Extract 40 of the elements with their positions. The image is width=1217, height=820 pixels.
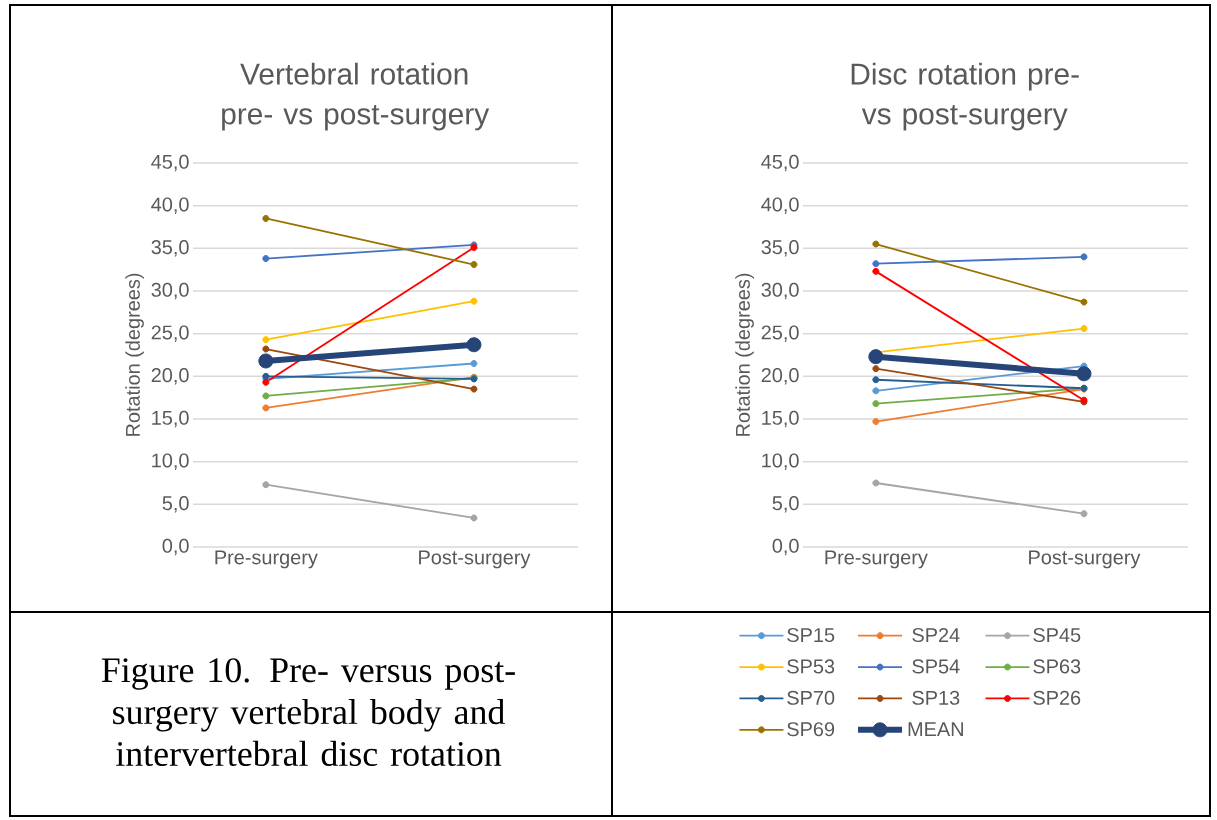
legend-label: SP63: [1033, 659, 1081, 674]
legend-label: SP24: [912, 627, 960, 643]
legend-label: SP53: [787, 659, 835, 674]
legend-label: MEAN: [908, 722, 963, 736]
y-tick-label: 40,0: [151, 197, 189, 214]
y-tick-label: 35,0: [761, 240, 799, 257]
y-tick-label: 0,0: [162, 538, 189, 556]
legend-label: SP26: [1033, 690, 1081, 705]
y-tick-label: 0,0: [772, 538, 799, 556]
y-tick-label: 15,0: [152, 410, 189, 428]
y-tick-label: 20,0: [151, 368, 189, 385]
y-tick-label: 5,0: [162, 496, 189, 513]
y-tick-label: 30,0: [151, 282, 189, 300]
y-tick-label: 15,0: [762, 410, 799, 428]
x-tick-label: Pre-surgery: [825, 550, 928, 569]
x-tick-label: Post-surgery: [1029, 550, 1141, 569]
y-tick-label: 10,0: [152, 453, 189, 470]
y-tick-label: 20,0: [761, 368, 799, 385]
y-tick-label: 25,0: [761, 325, 799, 342]
y-tick-label: 45,0: [761, 154, 799, 172]
y-axis-title: Rotation (degrees): [125, 273, 144, 436]
x-tick-label: Post-surgery: [419, 550, 531, 569]
legend-label: SP54: [912, 659, 960, 674]
chart-title: Vertebral rotation pre- vs post-surgery: [222, 62, 490, 131]
chart-title: Disc rotation pre- vs post-surgery: [851, 62, 1079, 131]
x-tick-label: Pre-surgery: [215, 550, 318, 569]
y-tick-label: 5,0: [772, 496, 799, 513]
y-tick-label: 40,0: [761, 197, 799, 214]
legend-label: SP13: [912, 690, 960, 705]
caption: Figure 10. Pre- versus post-surgery vertebral body and intervertebral disc rotation: [101, 658, 515, 767]
y-tick-label: 25,0: [151, 325, 189, 342]
y-tick-label: 10,0: [762, 453, 799, 470]
legend-label: SP45: [1033, 627, 1081, 643]
y-tick-label: 30,0: [761, 282, 799, 300]
legend-label: SP69: [787, 722, 835, 737]
y-tick-label: 35,0: [151, 240, 189, 257]
legend-label: SP15: [787, 627, 835, 643]
y-axis-title: Rotation (degrees): [735, 273, 754, 436]
y-tick-label: 45,0: [151, 154, 189, 172]
legend-label: SP70: [787, 690, 835, 705]
